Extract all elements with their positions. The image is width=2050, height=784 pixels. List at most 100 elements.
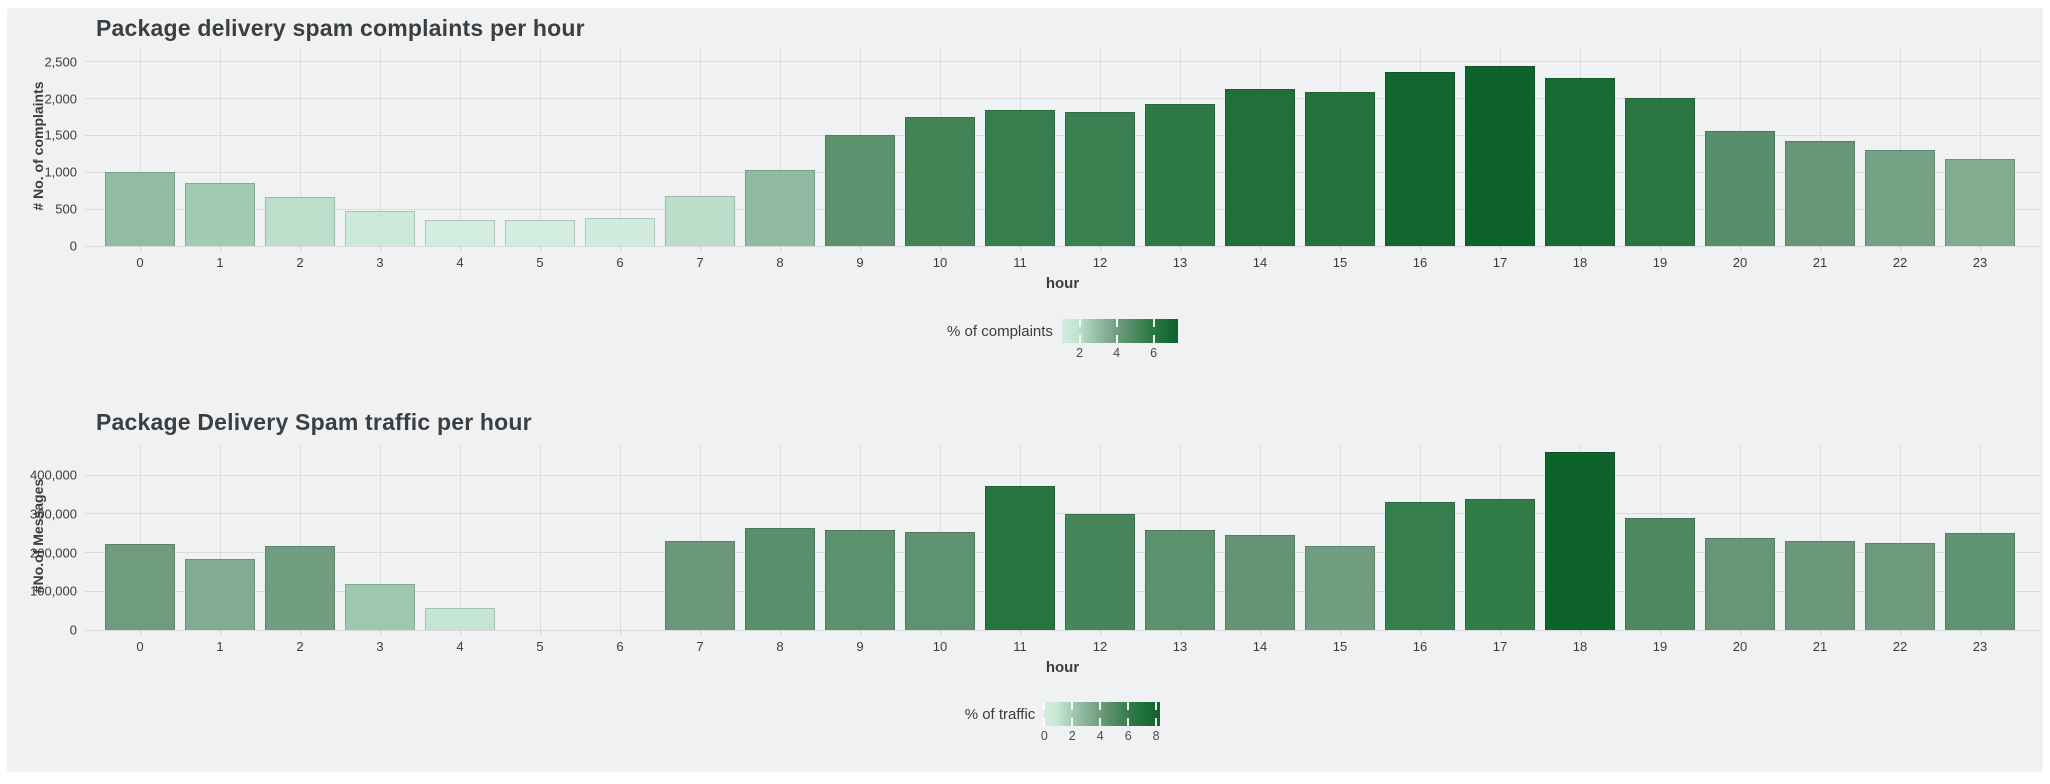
colorbar-tick	[1155, 718, 1158, 726]
bar-hour-11[interactable]	[985, 110, 1055, 246]
x-tick-label: 3	[376, 639, 384, 654]
traffic-colorbar-label: % of traffic	[964, 705, 1036, 723]
bar-hour-1[interactable]	[185, 182, 255, 246]
bar-hour-11[interactable]	[985, 485, 1055, 630]
x-tick-label: 18	[1572, 255, 1588, 270]
x-tick-label: 20	[1732, 255, 1748, 270]
y-gridline	[85, 208, 2040, 210]
x-gridline	[539, 47, 541, 246]
x-tick-mark	[699, 246, 701, 251]
x-tick-label: 5	[536, 255, 544, 270]
bar-hour-12[interactable]	[1065, 112, 1135, 246]
x-tick-mark	[299, 630, 301, 635]
bar-hour-9[interactable]	[825, 135, 895, 246]
bar-hour-12[interactable]	[1065, 513, 1135, 630]
x-tick-label: 23	[1972, 255, 1988, 270]
bar-hour-16[interactable]	[1385, 71, 1455, 246]
x-tick-mark	[1099, 246, 1101, 251]
traffic-chart-title: Package Delivery Spam traffic per hour	[96, 409, 532, 435]
bar-hour-18[interactable]	[1545, 451, 1615, 630]
bar-hour-20[interactable]	[1705, 538, 1775, 630]
x-gridline	[1979, 47, 1981, 246]
colorbar-tick-label: 2	[1076, 346, 1084, 360]
bar-hour-13[interactable]	[1145, 530, 1215, 630]
colorbar-tick-label: 4	[1096, 729, 1104, 743]
bar-hour-16[interactable]	[1385, 502, 1455, 630]
y-gridline	[85, 98, 2040, 100]
bar-hour-13[interactable]	[1145, 104, 1215, 246]
x-tick-label: 12	[1092, 639, 1108, 654]
bar-hour-3[interactable]	[345, 210, 415, 246]
x-tick-label: 8	[776, 639, 784, 654]
y-tick-label: 2,000	[44, 91, 77, 107]
bar-hour-7[interactable]	[665, 540, 735, 630]
bar-hour-5[interactable]	[505, 220, 575, 246]
x-tick-mark	[1339, 630, 1341, 635]
x-tick-mark	[379, 630, 381, 635]
bar-hour-19[interactable]	[1625, 97, 1695, 246]
colorbar-tick-label: 6	[1150, 346, 1158, 360]
bar-hour-10[interactable]	[905, 117, 975, 246]
bar-hour-10[interactable]	[905, 532, 975, 630]
x-tick-mark	[1019, 630, 1021, 635]
bar-hour-9[interactable]	[825, 530, 895, 630]
y-tick-label: 2,500	[44, 54, 77, 70]
bar-hour-2[interactable]	[265, 546, 335, 630]
x-tick-mark	[219, 246, 221, 251]
y-gridline	[85, 590, 2040, 592]
y-tick-label: 0	[69, 622, 77, 638]
bar-hour-21[interactable]	[1785, 540, 1855, 630]
bar-hour-20[interactable]	[1705, 131, 1775, 246]
bar-hour-14[interactable]	[1225, 88, 1295, 246]
x-tick-label: 4	[456, 255, 464, 270]
bar-hour-15[interactable]	[1305, 91, 1375, 246]
bar-hour-4[interactable]	[425, 608, 495, 630]
bar-hour-0[interactable]	[105, 543, 175, 630]
x-tick-label: 6	[616, 255, 624, 270]
bar-hour-14[interactable]	[1225, 535, 1295, 630]
x-gridline	[1899, 47, 1901, 246]
x-tick-mark	[779, 630, 781, 635]
x-tick-label: 4	[456, 639, 464, 654]
x-axis-title: hour	[1045, 275, 1080, 292]
complaints-colorbar-legend: % of complaints 2 4 6	[85, 318, 2040, 360]
bar-hour-4[interactable]	[425, 219, 495, 246]
x-gridline	[219, 47, 221, 246]
bar-hour-22[interactable]	[1865, 543, 1935, 630]
bar-hour-3[interactable]	[345, 583, 415, 630]
traffic-plot-area[interactable]: 0 100,000 200,000 300,000 400,000 0 1 2 3 4 5 6 7 8 9 1…	[30, 444, 2040, 676]
x-tick-mark	[619, 246, 621, 251]
x-tick-label: 17	[1492, 639, 1508, 654]
bar-hour-6[interactable]	[585, 218, 655, 246]
y-tick-label: 1,000	[44, 164, 77, 180]
colorbar-tick-label: 8	[1152, 729, 1160, 743]
bar-hour-23[interactable]	[1945, 533, 2015, 630]
bar-hour-0[interactable]	[105, 171, 175, 246]
bar-hour-22[interactable]	[1865, 149, 1935, 246]
bar-hour-17[interactable]	[1465, 499, 1535, 630]
colorbar-tick	[1071, 718, 1074, 726]
bar-hour-8[interactable]	[745, 527, 815, 630]
bar-hour-1[interactable]	[185, 559, 255, 630]
colorbar-tick	[1078, 335, 1081, 343]
bar-hour-8[interactable]	[745, 170, 815, 246]
x-tick-label: 2	[296, 639, 304, 654]
x-tick-mark	[699, 630, 701, 635]
x-tick-label: 0	[136, 639, 144, 654]
x-tick-label: 15	[1332, 639, 1348, 654]
complaints-colorbar-label: % of complaints	[947, 322, 1053, 340]
bar-hour-23[interactable]	[1945, 159, 2015, 246]
bar-hour-19[interactable]	[1625, 518, 1695, 630]
bar-hour-15[interactable]	[1305, 545, 1375, 630]
bar-hour-18[interactable]	[1545, 78, 1615, 246]
complaints-plot-area[interactable]: 0 500 1,000 1,500 2,000 2,500 0 1 2 3 4 5 6 7 8 9 10 11 12…	[44, 47, 2040, 292]
bar-hour-17[interactable]	[1465, 65, 1535, 246]
bar-hour-7[interactable]	[665, 195, 735, 246]
x-tick-mark	[539, 630, 541, 635]
bar-hour-2[interactable]	[265, 196, 335, 246]
bar-hour-21[interactable]	[1785, 141, 1855, 246]
x-tick-label: 2	[296, 255, 304, 270]
x-gridline	[299, 47, 301, 246]
x-tick-mark	[859, 630, 861, 635]
x-gridline	[139, 47, 141, 246]
